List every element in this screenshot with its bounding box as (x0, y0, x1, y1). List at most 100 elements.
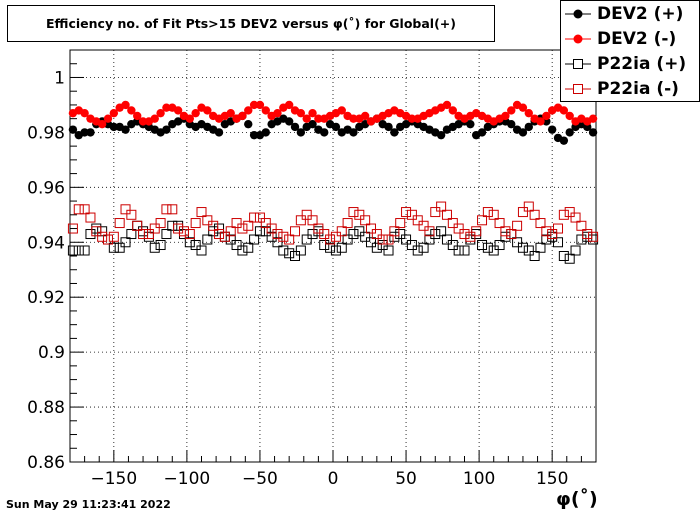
data-point (407, 114, 417, 123)
data-point (162, 125, 171, 134)
data-point (266, 223, 277, 234)
data-point (406, 240, 417, 251)
data-point (302, 114, 311, 123)
x-tick-label: 100 (463, 469, 495, 489)
series-3 (67, 201, 599, 245)
data-point (360, 231, 371, 242)
data-point (184, 229, 195, 240)
data-point (436, 130, 446, 140)
legend-label: P22ia (-) (597, 79, 679, 99)
data-points (67, 100, 599, 264)
data-point (477, 215, 488, 226)
x-tick-label: 0 (328, 469, 339, 489)
data-point (547, 229, 558, 240)
data-point (103, 114, 113, 123)
data-point (296, 108, 306, 118)
data-point (301, 209, 312, 220)
data-point (249, 212, 260, 223)
data-point (354, 209, 365, 220)
data-point (453, 223, 464, 234)
data-point (214, 128, 224, 137)
data-point (97, 231, 108, 242)
data-point (518, 128, 528, 137)
data-point (512, 220, 523, 231)
data-point (167, 204, 178, 215)
data-point (178, 226, 189, 237)
data-point (243, 220, 254, 231)
data-point (161, 204, 172, 215)
data-point (244, 106, 253, 115)
data-point (500, 226, 511, 237)
data-point (190, 218, 201, 229)
data-point (219, 231, 230, 242)
data-point (384, 122, 393, 132)
data-point (564, 207, 575, 218)
y-axis-ticks: 0.86 0.88 0.9 0.92 0.94 0.96 0.98 1 (27, 49, 84, 473)
data-point (507, 119, 516, 129)
data-point (576, 234, 587, 245)
data-point (138, 229, 149, 240)
data-point (109, 122, 119, 132)
data-point (190, 240, 201, 251)
datestamp: Sun May 29 11:23:41 2022 (6, 498, 171, 511)
data-point (348, 229, 359, 240)
data-point (536, 117, 545, 126)
data-point (237, 245, 248, 256)
data-point (114, 242, 125, 253)
data-point (319, 229, 330, 240)
data-point (191, 108, 200, 118)
data-point (203, 106, 212, 115)
data-point (278, 231, 289, 242)
data-point (529, 251, 540, 261)
data-point (430, 207, 441, 218)
data-point (67, 223, 78, 234)
data-point (249, 234, 260, 245)
data-point (401, 234, 412, 245)
data-point (500, 231, 511, 242)
data-point (226, 108, 235, 118)
legend-marker-open-square-black (565, 59, 591, 69)
data-point (208, 226, 219, 237)
x-tick-label: −50 (242, 469, 278, 489)
data-point (342, 218, 353, 229)
data-point (447, 240, 458, 251)
data-point (97, 119, 107, 129)
data-point (588, 231, 599, 242)
data-point (185, 114, 195, 123)
x-tick-label: −100 (164, 469, 211, 489)
data-point (349, 114, 358, 123)
data-point (272, 237, 283, 248)
data-point (284, 117, 294, 126)
data-point (547, 125, 557, 134)
data-point (377, 240, 388, 251)
data-point (79, 245, 90, 256)
data-point (401, 207, 412, 218)
data-point (249, 130, 259, 140)
data-point (79, 204, 90, 215)
data-point (295, 245, 306, 256)
data-point (120, 237, 131, 248)
data-point (448, 106, 458, 115)
data-point (330, 231, 341, 242)
data-point (85, 229, 96, 240)
data-point (553, 223, 564, 234)
data-point (559, 106, 569, 115)
data-point (184, 237, 195, 248)
data-point (225, 234, 236, 245)
data-point (284, 234, 295, 245)
data-point (244, 119, 253, 129)
data-point (325, 234, 336, 245)
data-point (453, 245, 464, 256)
y-tick-label: 0.98 (27, 123, 65, 143)
legend: DEV2 (+) DEV2 (-) P22ia (+) P22ia (-) (560, 0, 700, 102)
data-point (249, 100, 259, 110)
data-point (588, 128, 598, 137)
data-point (523, 245, 534, 256)
data-point (524, 122, 533, 132)
data-point (342, 234, 353, 245)
data-point (441, 209, 452, 220)
legend-marker-filled-circle-red (565, 34, 591, 44)
data-point (529, 209, 540, 220)
data-point (120, 204, 131, 215)
